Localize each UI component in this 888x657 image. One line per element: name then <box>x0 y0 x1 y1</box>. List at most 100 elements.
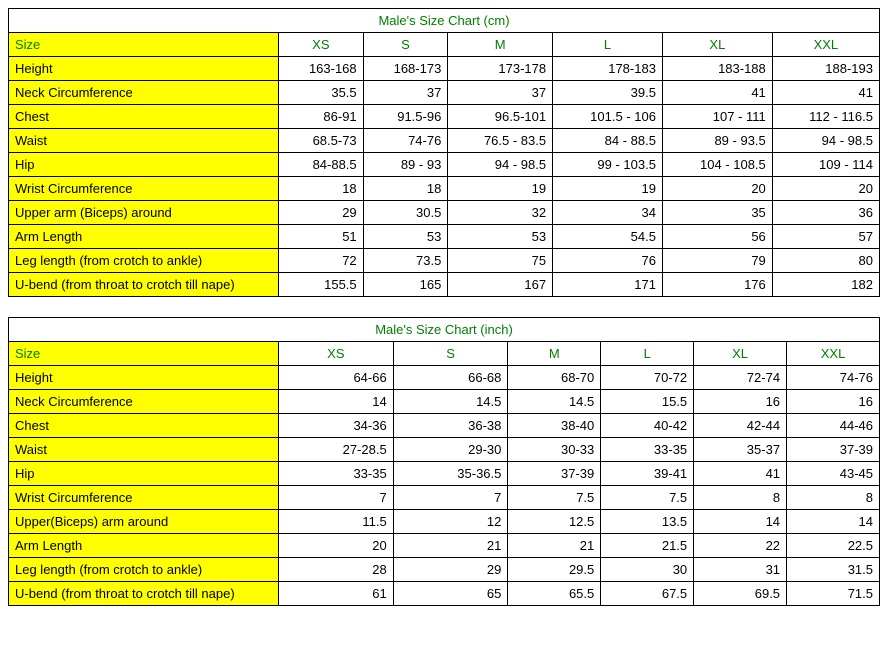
cell-value: 18 <box>363 177 448 201</box>
cell-value: 96.5-101 <box>448 105 553 129</box>
table-row: U-bend (from throat to crotch till nape)… <box>9 582 880 606</box>
cell-value: 22.5 <box>787 534 880 558</box>
cell-value: 12 <box>393 510 508 534</box>
cell-value: 28 <box>279 558 394 582</box>
cell-value: 7 <box>279 486 394 510</box>
cell-value: 7.5 <box>601 486 694 510</box>
cell-value: 86-91 <box>279 105 364 129</box>
cell-value: 66-68 <box>393 366 508 390</box>
cell-value: 68-70 <box>508 366 601 390</box>
row-label: Waist <box>9 438 279 462</box>
cell-value: 33-35 <box>279 462 394 486</box>
cell-value: 8 <box>787 486 880 510</box>
column-header-size: Size <box>9 33 279 57</box>
cell-value: 42-44 <box>694 414 787 438</box>
cell-value: 37 <box>363 81 448 105</box>
row-label: Wrist Circumference <box>9 486 279 510</box>
row-label: Hip <box>9 153 279 177</box>
cell-value: 79 <box>662 249 772 273</box>
table-row: Upper arm (Biceps) around2930.532343536 <box>9 201 880 225</box>
cell-value: 29 <box>393 558 508 582</box>
table-row: Leg length (from crotch to ankle)282929.… <box>9 558 880 582</box>
cell-value: 12.5 <box>508 510 601 534</box>
table-row: Waist27-28.529-3030-3333-3535-3737-39 <box>9 438 880 462</box>
cell-value: 171 <box>553 273 663 297</box>
cell-value: 53 <box>363 225 448 249</box>
cell-value: 43-45 <box>787 462 880 486</box>
cell-value: 167 <box>448 273 553 297</box>
cell-value: 91.5-96 <box>363 105 448 129</box>
cell-value: 44-46 <box>787 414 880 438</box>
cell-value: 14 <box>279 390 394 414</box>
cell-value: 29.5 <box>508 558 601 582</box>
column-header: M <box>508 342 601 366</box>
table-title: Male's Size Chart (inch) <box>9 318 880 342</box>
table-row: Neck Circumference1414.514.515.51616 <box>9 390 880 414</box>
cell-value: 73.5 <box>363 249 448 273</box>
cell-value: 37-39 <box>508 462 601 486</box>
column-header: XL <box>662 33 772 57</box>
row-label: Waist <box>9 129 279 153</box>
column-header: XXL <box>772 33 879 57</box>
cell-value: 15.5 <box>601 390 694 414</box>
column-header: M <box>448 33 553 57</box>
cell-value: 20 <box>279 534 394 558</box>
cell-value: 74-76 <box>363 129 448 153</box>
column-header: L <box>553 33 663 57</box>
cell-value: 76 <box>553 249 663 273</box>
row-label: Upper(Biceps) arm around <box>9 510 279 534</box>
table-row: Wrist Circumference181819192020 <box>9 177 880 201</box>
cell-value: 16 <box>694 390 787 414</box>
column-header: XS <box>279 342 394 366</box>
cell-value: 14.5 <box>393 390 508 414</box>
cell-value: 37 <box>448 81 553 105</box>
table-title: Male's Size Chart (cm) <box>9 9 880 33</box>
cell-value: 74-76 <box>787 366 880 390</box>
cell-value: 20 <box>662 177 772 201</box>
cell-value: 7 <box>393 486 508 510</box>
cell-value: 37-39 <box>787 438 880 462</box>
cell-value: 94 - 98.5 <box>772 129 879 153</box>
row-label: Chest <box>9 414 279 438</box>
cell-value: 36 <box>772 201 879 225</box>
row-label: Leg length (from crotch to ankle) <box>9 558 279 582</box>
cell-value: 65 <box>393 582 508 606</box>
cell-value: 89 - 93 <box>363 153 448 177</box>
row-label: Height <box>9 57 279 81</box>
cell-value: 7.5 <box>508 486 601 510</box>
cell-value: 39.5 <box>553 81 663 105</box>
cell-value: 18 <box>279 177 364 201</box>
cell-value: 112 - 116.5 <box>772 105 879 129</box>
cell-value: 34-36 <box>279 414 394 438</box>
cell-value: 19 <box>553 177 663 201</box>
table-row: Hip84-88.589 - 9394 - 98.599 - 103.5104 … <box>9 153 880 177</box>
cell-value: 34 <box>553 201 663 225</box>
cell-value: 56 <box>662 225 772 249</box>
cell-value: 80 <box>772 249 879 273</box>
cell-value: 71.5 <box>787 582 880 606</box>
cell-value: 75 <box>448 249 553 273</box>
cell-value: 183-188 <box>662 57 772 81</box>
row-label: Neck Circumference <box>9 81 279 105</box>
cell-value: 39-41 <box>601 462 694 486</box>
cell-value: 84-88.5 <box>279 153 364 177</box>
table-row: Hip33-3535-36.537-3939-414143-45 <box>9 462 880 486</box>
cell-value: 35 <box>662 201 772 225</box>
cell-value: 72-74 <box>694 366 787 390</box>
row-label: Neck Circumference <box>9 390 279 414</box>
cell-value: 178-183 <box>553 57 663 81</box>
cell-value: 76.5 - 83.5 <box>448 129 553 153</box>
cell-value: 54.5 <box>553 225 663 249</box>
column-header: XS <box>279 33 364 57</box>
cell-value: 38-40 <box>508 414 601 438</box>
cell-value: 168-173 <box>363 57 448 81</box>
cell-value: 67.5 <box>601 582 694 606</box>
cell-value: 35-37 <box>694 438 787 462</box>
column-header: S <box>363 33 448 57</box>
cell-value: 21 <box>508 534 601 558</box>
cell-value: 14 <box>787 510 880 534</box>
row-label: Wrist Circumference <box>9 177 279 201</box>
cell-value: 165 <box>363 273 448 297</box>
cell-value: 19 <box>448 177 553 201</box>
cell-value: 30 <box>601 558 694 582</box>
